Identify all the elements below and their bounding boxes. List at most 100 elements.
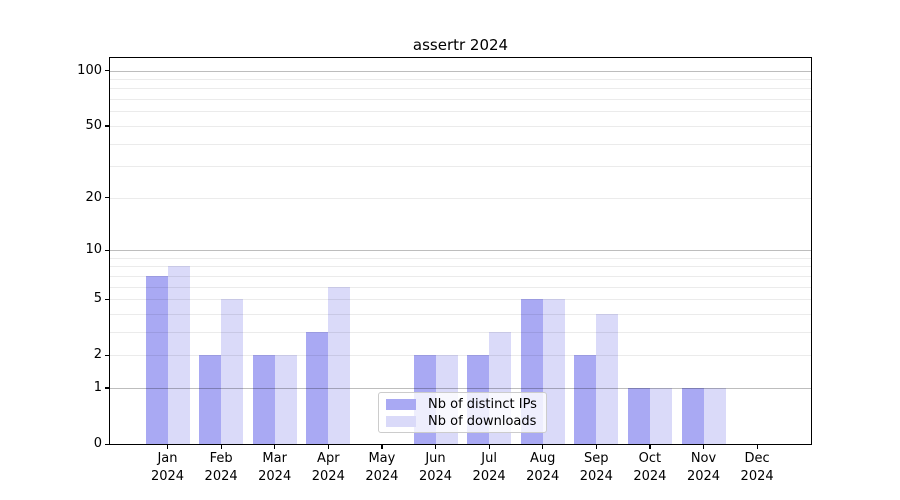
gridline-minor: [110, 88, 811, 90]
bar: [167, 266, 190, 444]
y-tick-mark: [105, 443, 110, 445]
plot-spine-bottom: [110, 443, 811, 445]
y-tick-label: 20: [85, 189, 102, 205]
y-tick-label: 1: [93, 379, 102, 395]
gridline-minor: [110, 355, 811, 357]
gridline-minor: [110, 286, 811, 288]
x-tick-label: Aug 2024: [500, 450, 586, 485]
gridline-minor: [110, 299, 811, 300]
x-tick-year: 2024: [633, 468, 667, 484]
x-tick-mark: [756, 444, 758, 449]
gridline-minor: [110, 166, 811, 168]
legend-item: Nb of downloads: [386, 413, 539, 429]
x-tick-month: Sep: [584, 451, 609, 466]
bar: [649, 387, 672, 444]
x-tick-month: Jul: [481, 451, 497, 466]
y-tick-label: 5: [93, 291, 102, 306]
y-tick-label: 100: [77, 62, 102, 78]
y-tick-label: 10: [85, 242, 102, 257]
x-tick-month: Aug: [529, 451, 556, 466]
legend-label: Nb of downloads: [428, 413, 537, 429]
x-tick-month: Jan: [157, 451, 178, 466]
gridline-minor: [110, 111, 811, 113]
x-tick-label: Jan 2024: [125, 450, 211, 485]
gridline-minor: [110, 331, 811, 333]
x-tick-mark: [274, 444, 276, 449]
gridline-minor: [110, 79, 811, 80]
bar: [221, 299, 244, 444]
x-tick-mark: [595, 444, 597, 449]
x-tick-month: May: [368, 451, 396, 466]
bar: [252, 355, 275, 444]
x-tick-label: Feb 2024: [178, 450, 264, 485]
x-tick-month: Apr: [317, 451, 340, 466]
x-tick-month: Oct: [638, 451, 662, 466]
x-tick-mark: [542, 444, 544, 449]
bar: [574, 355, 597, 444]
y-tick-mark: [105, 197, 110, 199]
y-tick-mark: [105, 298, 110, 300]
gridline-minor: [110, 99, 811, 101]
x-tick-mark: [703, 444, 705, 449]
bar: [306, 331, 329, 444]
y-axis-line: [109, 57, 111, 445]
y-tick-mark: [105, 354, 110, 356]
bar: [145, 275, 168, 444]
gridline-minor: [110, 197, 811, 199]
x-tick-label: Jun 2024: [393, 450, 479, 485]
x-tick-label: Sep 2024: [553, 450, 639, 485]
x-tick-month: Jun: [425, 451, 446, 466]
chart-title: assertr 2024: [412, 36, 509, 54]
x-tick-year: 2024: [150, 468, 185, 484]
x-tick-label: May 2024: [339, 450, 425, 485]
x-tick-year: 2024: [472, 468, 506, 484]
x-tick-year: 2024: [740, 468, 774, 484]
y-tick-mark: [105, 249, 110, 251]
gridline-major: [110, 250, 811, 251]
x-tick-label: Jul 2024: [446, 450, 532, 485]
gridline-minor: [110, 257, 811, 259]
x-tick-year: 2024: [686, 468, 721, 484]
x-tick-month: Mar: [262, 451, 287, 466]
bar: [199, 355, 222, 444]
bar: [274, 355, 297, 444]
gridline-minor: [110, 125, 811, 127]
gridline-minor: [110, 275, 811, 277]
gridline-major: [110, 387, 811, 389]
bar: [542, 299, 565, 444]
x-tick-month: Feb: [209, 451, 233, 466]
plot-spine-right: [810, 57, 812, 445]
x-tick-mark: [220, 444, 222, 449]
x-tick-mark: [167, 444, 169, 449]
x-tick-mark: [488, 444, 490, 449]
y-tick-label: 0: [93, 436, 102, 451]
x-tick-label: Oct 2024: [607, 450, 693, 485]
x-tick-label: Mar 2024: [232, 450, 318, 485]
plot-area: Nb of distinct IPs Nb of downloads: [105, 57, 812, 449]
bar: [627, 387, 650, 444]
x-tick-label: Apr 2024: [285, 450, 371, 485]
y-tick-mark: [105, 125, 110, 127]
bar: [703, 387, 726, 444]
y-tick-label: 2: [93, 347, 102, 363]
gridline-major: [110, 70, 811, 72]
bar: [681, 387, 704, 444]
x-tick-label: Nov 2024: [661, 450, 747, 485]
x-tick-month: Nov: [690, 451, 717, 466]
bar: [328, 286, 351, 444]
x-tick-mark: [435, 444, 437, 449]
legend-item: Nb of distinct IPs: [386, 396, 539, 412]
bar: [596, 313, 619, 444]
legend-label: Nb of distinct IPs: [428, 396, 537, 412]
x-tick-mark: [327, 444, 329, 449]
x-tick-year: 2024: [311, 468, 345, 484]
x-tick-year: 2024: [365, 468, 399, 484]
legend-swatch-downloads: [386, 415, 416, 427]
legend: Nb of distinct IPs Nb of downloads: [378, 392, 547, 433]
x-tick-mark: [649, 444, 651, 449]
gridline-minor: [110, 143, 811, 145]
gridline-minor: [110, 266, 811, 268]
x-tick-year: 2024: [258, 468, 292, 484]
x-tick-year: 2024: [418, 468, 453, 484]
